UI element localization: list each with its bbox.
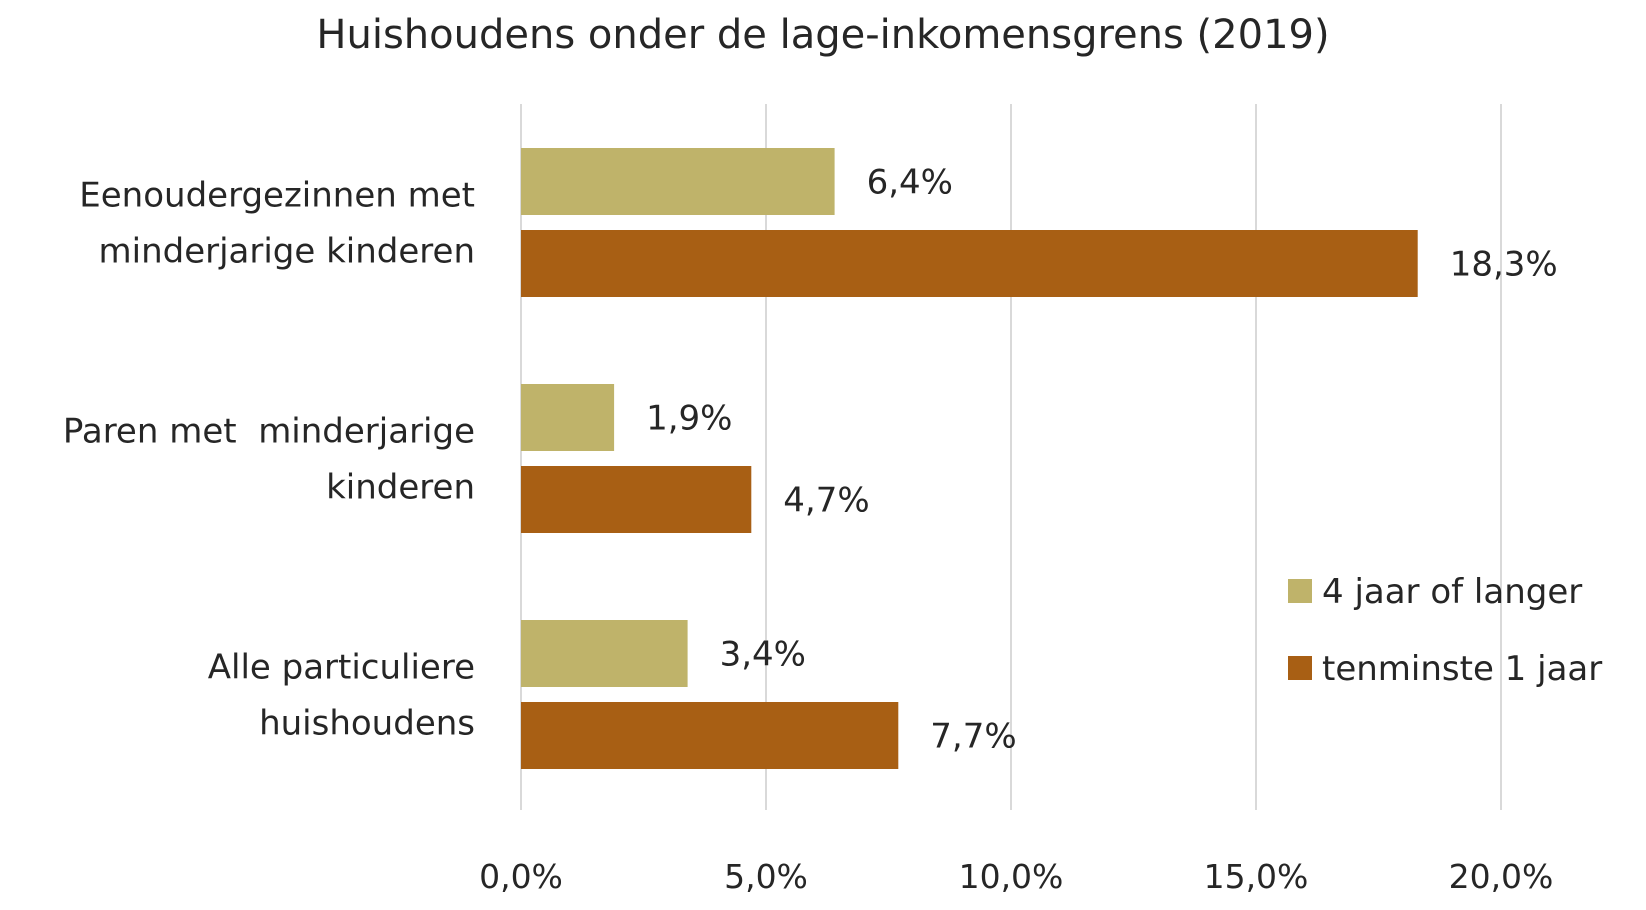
bar-series1-cat2 (521, 384, 615, 451)
bar-series2-cat1 (521, 230, 1418, 297)
bar-series1-cat3 (521, 620, 688, 687)
x-tick-label: 15,0% (1204, 857, 1309, 896)
bar-series2-cat3 (521, 702, 899, 769)
bars (521, 148, 1418, 769)
x-tick-labels: 0,0% 5,0% 10,0% 15,0% 20,0% (479, 857, 1553, 896)
x-tick-label: 5,0% (724, 857, 808, 896)
data-label: 18,3% (1450, 245, 1558, 285)
data-label: 7,7% (930, 717, 1016, 757)
data-labels: 6,4% 18,3% 1,9% 4,7% 3,4% 7,7% (646, 163, 1558, 757)
legend-swatch (1288, 656, 1312, 680)
legend-label: tenminste 1 jaar (1322, 649, 1602, 689)
data-label: 3,4% (720, 635, 806, 675)
legend-label: 4 jaar of langer (1322, 572, 1582, 612)
category-label-line: Paren met minderjarige (63, 412, 475, 452)
x-tick-label: 10,0% (959, 857, 1064, 896)
category-label-line: huishoudens (259, 704, 475, 744)
category-label-line: minderjarige kinderen (99, 232, 476, 272)
category-labels: Eenoudergezinnen met minderjarige kindere… (63, 176, 475, 744)
bar-series1-cat1 (521, 148, 835, 215)
category-label-line: Alle particuliere (208, 648, 475, 688)
x-tick-label: 0,0% (479, 857, 563, 896)
bar-series2-cat2 (521, 466, 752, 533)
x-tick-label: 20,0% (1449, 857, 1554, 896)
data-label: 4,7% (783, 481, 869, 521)
category-label-line: Eenoudergezinnen met (79, 176, 475, 216)
legend: 4 jaar of langer tenminste 1 jaar (1288, 572, 1602, 689)
data-label: 1,9% (646, 399, 732, 439)
chart-title: Huishoudens onder de lage-inkomensgrens … (316, 12, 1329, 58)
gridlines (520, 104, 1502, 810)
legend-swatch (1288, 579, 1312, 603)
data-label: 6,4% (867, 163, 953, 203)
category-label-line: kinderen (326, 468, 475, 508)
